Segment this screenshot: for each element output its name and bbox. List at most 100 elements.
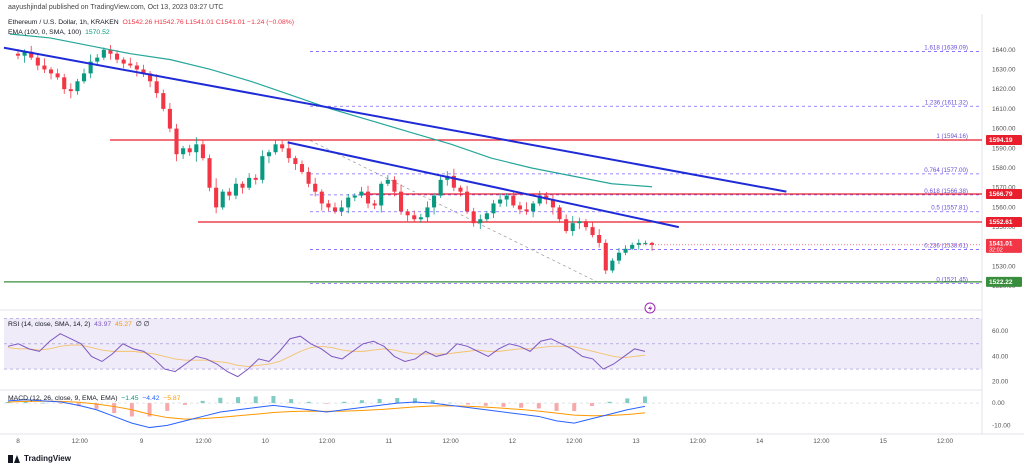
- macd-histogram-bar: [395, 398, 400, 404]
- fib-level-label: 0.764 (1577.00): [924, 167, 968, 174]
- candle: [636, 242, 641, 245]
- candle: [319, 191, 324, 204]
- rsi-title: RSI (14, close, SMA, 14, 2): [8, 321, 91, 328]
- candle: [141, 69, 146, 74]
- time-tick-label: 12:00: [566, 438, 583, 445]
- candle: [570, 223, 575, 232]
- price-tick-label: 1620.00: [992, 86, 1016, 93]
- candle: [365, 191, 371, 204]
- trend-line: [287, 141, 680, 229]
- candle: [392, 179, 397, 192]
- candle: [75, 81, 80, 92]
- price-tick-label: 1550.00: [992, 224, 1016, 231]
- candle: [154, 81, 159, 94]
- candle: [48, 69, 54, 74]
- fib-level-label: 0 (1521.45): [936, 276, 968, 283]
- candle: [564, 219, 569, 232]
- rsi-tick-label: 20.00: [992, 379, 1009, 386]
- candle: [491, 203, 496, 214]
- symbol-legend: Ethereum / U.S. Dollar, 1h, KRAKEN O1542…: [8, 19, 294, 26]
- candle: [537, 195, 542, 204]
- candle: [531, 203, 536, 212]
- macd-histogram-bar: [94, 403, 99, 409]
- level-price-tag-label: 1552.61: [989, 219, 1013, 226]
- candle: [260, 156, 265, 180]
- candle: [352, 195, 357, 198]
- current-price-tag: [986, 238, 1022, 253]
- candle: [511, 195, 516, 206]
- price-tick-label: 1530.00: [992, 264, 1016, 271]
- candle: [227, 191, 232, 196]
- price-tick-label: 1600.00: [992, 126, 1016, 133]
- macd-histogram-bar: [377, 398, 382, 404]
- candle: [35, 57, 40, 66]
- time-tick-label: 8: [16, 438, 20, 445]
- candle: [630, 244, 635, 249]
- macd-histogram-bar: [643, 396, 647, 404]
- footer-brand[interactable]: TradingView: [8, 454, 71, 463]
- candle: [451, 175, 456, 188]
- time-tick-label: 12:00: [319, 438, 336, 445]
- ema-value: 1570.52: [85, 29, 110, 36]
- level-price-tag: [986, 216, 1022, 227]
- candle: [597, 235, 602, 243]
- candle: [372, 203, 377, 206]
- candle: [359, 191, 364, 196]
- candle: [194, 144, 199, 153]
- rsi-signal-value: 45.27: [114, 321, 132, 328]
- macd-histogram-bar: [112, 403, 117, 414]
- macd-histogram-bar: [412, 398, 417, 404]
- candle: [233, 183, 238, 196]
- candle: [346, 197, 351, 208]
- price-tick-label: 1610.00: [992, 106, 1016, 113]
- macd-signal-line: [7, 400, 646, 420]
- candle: [405, 211, 410, 216]
- rsi-legend: RSI (14, close, SMA, 14, 2) 43.97 45.27 …: [8, 320, 149, 328]
- rsi-tick-label: 60.00: [992, 328, 1009, 335]
- candle: [247, 177, 252, 188]
- price-tick-label: 1590.00: [992, 145, 1016, 152]
- macd-signal-value: −5.87: [163, 395, 181, 402]
- candle: [504, 195, 509, 200]
- macd-histogram-bar: [6, 402, 10, 404]
- candle: [577, 221, 582, 224]
- candle: [167, 108, 172, 129]
- macd-histogram-bar: [147, 403, 152, 417]
- macd-histogram-bar: [448, 402, 453, 404]
- candle: [128, 63, 133, 66]
- candle: [29, 51, 34, 58]
- candle: [55, 73, 60, 78]
- macd-histogram-bar: [76, 403, 81, 407]
- time-tick-label: 10: [262, 438, 270, 445]
- candle: [81, 73, 87, 82]
- level-price-tag-label: 1566.79: [989, 191, 1013, 198]
- time-tick-label: 12:00: [813, 438, 830, 445]
- time-tick-label: 12:00: [72, 438, 89, 445]
- current-price-countdown: 32:02: [989, 247, 1003, 253]
- macd-legend: MACD (12, 26, close, 9, EMA, EMA) −1.45 …: [8, 395, 181, 402]
- rsi-tick-label: 40.00: [992, 353, 1009, 360]
- time-tick-label: 12:00: [937, 438, 954, 445]
- candle: [306, 171, 311, 184]
- macd-tick-label: -10.00: [992, 422, 1011, 429]
- macd-histogram-bar: [554, 403, 559, 411]
- time-tick-label: 9: [140, 438, 144, 445]
- candle: [458, 187, 463, 192]
- macd-hist-value: −1.45: [121, 395, 139, 402]
- event-bolt-glyph: [648, 305, 653, 312]
- symbol-title: Ethereum / U.S. Dollar, 1h, KRAKEN: [8, 19, 119, 26]
- macd-histogram-bar: [236, 397, 241, 404]
- candle: [432, 195, 437, 208]
- candle: [121, 59, 126, 64]
- candle: [115, 53, 120, 60]
- macd-histogram-bar: [501, 403, 506, 407]
- candle: [649, 242, 655, 245]
- macd-histogram-bar: [165, 403, 170, 411]
- ohlc-values: O1542.26 H1542.76 L1541.01 C1541.01 −1.2…: [122, 19, 295, 26]
- ema-title: EMA (100, 0, SMA, 100): [8, 29, 82, 36]
- macd-histogram-bar: [200, 400, 205, 404]
- candle: [286, 148, 291, 159]
- time-tick-label: 12:00: [442, 438, 459, 445]
- macd-histogram-bar: [519, 403, 524, 408]
